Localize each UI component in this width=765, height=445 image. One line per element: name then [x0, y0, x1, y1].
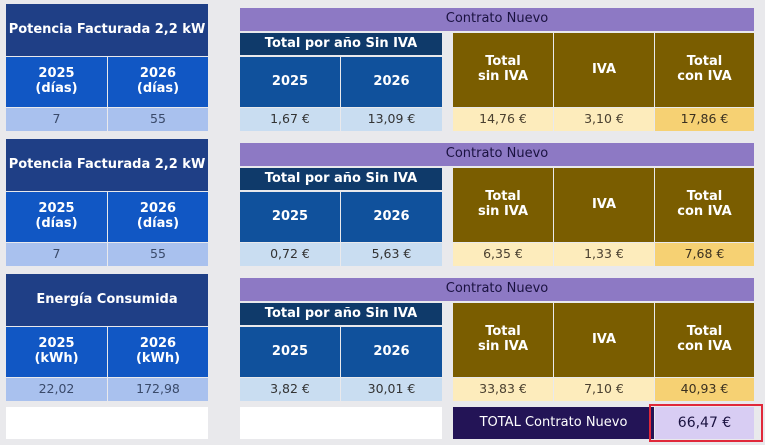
col2-value: 55 [108, 243, 208, 266]
year-val2: 30,01 € [341, 378, 442, 401]
year-val1: 0,72 € [240, 243, 340, 266]
year-col1-header: 2025 [240, 57, 340, 107]
total-contract-label: TOTAL Contrato Nuevo [453, 407, 654, 439]
year-col2-header: 2026 [341, 327, 442, 377]
year-total-title: Total por año Sin IVA [240, 303, 442, 325]
section-header: Potencia Facturada 2,2 kW [6, 4, 208, 56]
sum-header-total-con-iva: Total con IVA [655, 168, 754, 242]
col2-value: 172,98 [108, 378, 208, 401]
contract-title: Contrato Nuevo [240, 8, 754, 31]
col1-value: 7 [6, 243, 107, 266]
sum-header-total-sin-iva: Total sin IVA [453, 33, 553, 107]
year-total-title: Total por año Sin IVA [240, 168, 442, 190]
total-contract-value: 66,47 € [655, 407, 754, 439]
sum-val-iva: 7,10 € [554, 378, 654, 401]
footer-blank-mid [240, 407, 442, 439]
sum-val-iva: 3,10 € [554, 108, 654, 131]
section-header: Energía Consumida [6, 274, 208, 326]
sum-header-total-con-iva: Total con IVA [655, 303, 754, 377]
col2-header: 2026 (días) [108, 57, 208, 107]
sum-header-iva: IVA [554, 303, 654, 377]
col1-header: 2025 (días) [6, 192, 107, 242]
col1-header: 2025 (días) [6, 57, 107, 107]
year-val1: 3,82 € [240, 378, 340, 401]
sum-val-total-con-iva: 40,93 € [655, 378, 754, 401]
col2-header: 2026 (días) [108, 192, 208, 242]
col2-value: 55 [108, 108, 208, 131]
sum-header-iva: IVA [554, 33, 654, 107]
sum-val-total-sin-iva: 6,35 € [453, 243, 553, 266]
sum-header-iva: IVA [554, 168, 654, 242]
col1-header: 2025 (kWh) [6, 327, 107, 377]
sum-val-total-sin-iva: 14,76 € [453, 108, 553, 131]
year-col1-header: 2025 [240, 327, 340, 377]
section-header: Potencia Facturada 2,2 kW [6, 139, 208, 191]
year-col2-header: 2026 [341, 192, 442, 242]
year-val2: 13,09 € [341, 108, 442, 131]
year-col2-header: 2026 [341, 57, 442, 107]
footer-blank-left [6, 407, 208, 439]
sum-val-total-sin-iva: 33,83 € [453, 378, 553, 401]
sum-header-total-sin-iva: Total sin IVA [453, 303, 553, 377]
sum-val-total-con-iva: 17,86 € [655, 108, 754, 131]
year-val1: 1,67 € [240, 108, 340, 131]
year-total-title: Total por año Sin IVA [240, 33, 442, 55]
col1-value: 22,02 [6, 378, 107, 401]
col2-header: 2026 (kWh) [108, 327, 208, 377]
sum-header-total-con-iva: Total con IVA [655, 33, 754, 107]
col1-value: 7 [6, 108, 107, 131]
sum-val-iva: 1,33 € [554, 243, 654, 266]
year-val2: 5,63 € [341, 243, 442, 266]
sum-header-total-sin-iva: Total sin IVA [453, 168, 553, 242]
contract-title: Contrato Nuevo [240, 278, 754, 301]
year-col1-header: 2025 [240, 192, 340, 242]
sum-val-total-con-iva: 7,68 € [655, 243, 754, 266]
contract-title: Contrato Nuevo [240, 143, 754, 166]
